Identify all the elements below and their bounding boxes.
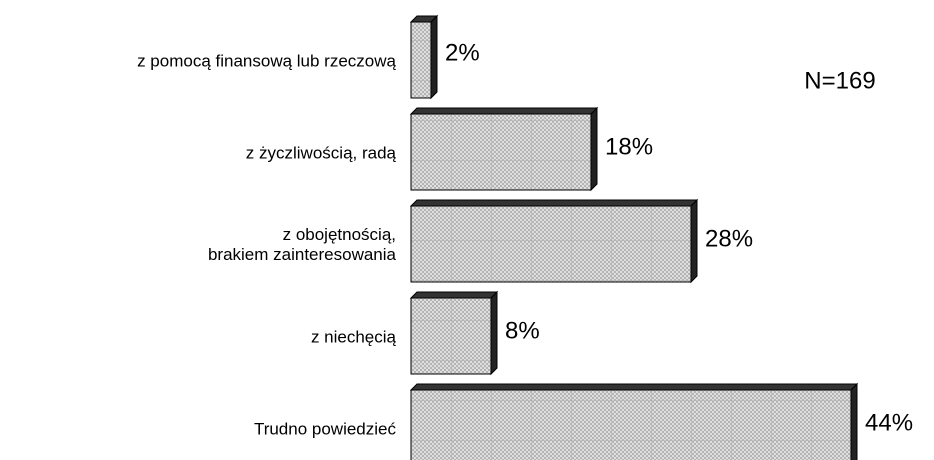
bar-top <box>409 107 599 115</box>
bar-front <box>410 113 592 191</box>
bar <box>409 290 499 376</box>
category-label: z niechęcią <box>311 327 397 346</box>
bar-top <box>409 199 699 207</box>
annotation: N=169 <box>804 67 875 94</box>
bar-top <box>409 383 859 391</box>
bar-front <box>410 389 852 460</box>
bar-front <box>410 21 432 99</box>
bar <box>409 382 859 460</box>
value-label: 8% <box>505 317 540 344</box>
bar-front <box>410 297 492 375</box>
bar <box>409 198 699 284</box>
bar-side <box>590 106 598 192</box>
bar-side <box>490 290 498 376</box>
category-label: z życzliwością, radą <box>246 143 397 162</box>
value-label: 44% <box>865 409 913 436</box>
bar-side <box>850 382 858 460</box>
value-label: 2% <box>445 39 480 66</box>
value-label: 28% <box>705 225 753 252</box>
bar-top <box>409 291 499 299</box>
bar-side <box>690 198 698 284</box>
bar-front <box>410 205 692 283</box>
value-label: 18% <box>605 133 653 160</box>
bar-side <box>430 14 438 100</box>
category-label: z obojętnością, brakiem zainteresowania <box>208 225 397 264</box>
category-label: z pomocą finansową lub rzeczową <box>137 51 396 70</box>
category-label: Trudno powiedzieć <box>254 419 397 438</box>
bar <box>409 106 599 192</box>
bar <box>409 14 439 100</box>
